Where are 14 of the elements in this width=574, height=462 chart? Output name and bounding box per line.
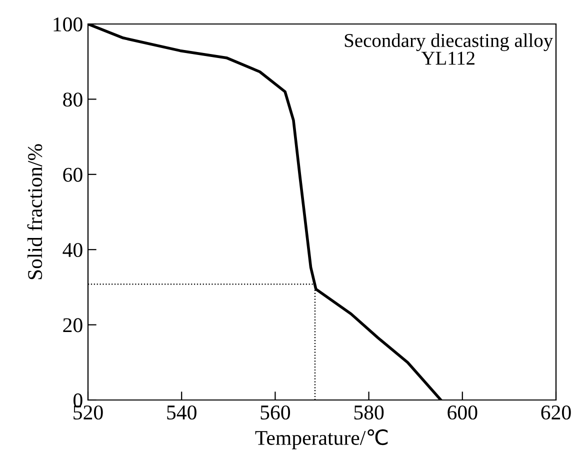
- x-tick-label: 560: [260, 405, 290, 420]
- y-tick-label: 100: [54, 17, 82, 32]
- x-tick-label: 600: [448, 405, 478, 420]
- annotation: Secondary diecasting alloy YL112: [344, 33, 554, 65]
- x-tick-label: 580: [354, 405, 384, 420]
- x-tick-label: 520: [74, 405, 103, 420]
- y-tick-label: 80: [63, 92, 82, 107]
- y-tick-label: 60: [63, 168, 82, 182]
- x-axis-title: Temperature/℃: [255, 429, 388, 450]
- y-tick-label: 20: [63, 318, 82, 332]
- x-tick-label: 540: [167, 405, 196, 420]
- x-tick-label: 620: [541, 405, 571, 420]
- y-axis-title: Solid fraction/%: [27, 144, 42, 280]
- y-tick-label: 40: [62, 242, 82, 258]
